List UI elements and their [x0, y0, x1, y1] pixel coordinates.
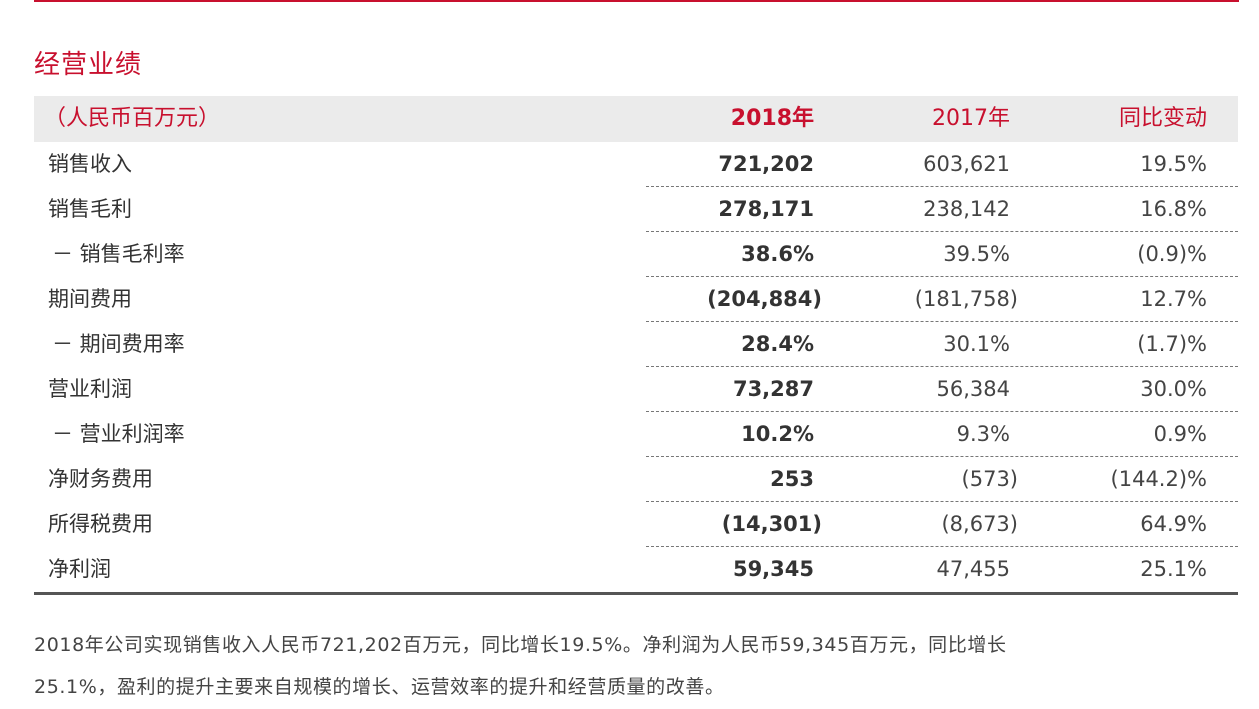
- value-2017: 56,384: [936, 377, 1010, 401]
- performance-table: （人民币百万元） 2018年 2017年 同比变动 销售收入 721,202 6…: [34, 96, 1238, 595]
- value-yoy: 64.9%: [1140, 512, 1207, 536]
- table-bottom-rule: [34, 592, 1238, 595]
- row-label: － 期间费用率: [52, 332, 185, 356]
- value-yoy: 25.1%: [1140, 557, 1207, 581]
- top-rule: [34, 0, 1239, 2]
- row-divider: [646, 411, 1238, 412]
- value-yoy: (144.2)%: [1110, 467, 1207, 491]
- row-divider: [646, 456, 1238, 457]
- row-label: 营业利润: [48, 377, 132, 401]
- table-row: 净财务费用 253 (573) (144.2)%: [34, 457, 1238, 502]
- value-2018: (14,301): [721, 512, 822, 536]
- value-2017: 603,621: [923, 152, 1010, 176]
- value-yoy: 16.8%: [1140, 197, 1207, 221]
- value-2018: 59,345: [732, 557, 814, 581]
- value-yoy: 0.9%: [1153, 422, 1207, 446]
- value-2018: 73,287: [732, 377, 814, 401]
- value-2018: 721,202: [718, 152, 814, 176]
- row-label: － 销售毛利率: [52, 242, 185, 266]
- value-2018: 10.2%: [741, 422, 814, 446]
- value-2017: 238,142: [923, 197, 1010, 221]
- summary-line-2: 25.1%，盈利的提升主要来自规模的增长、运营效率的提升和经营质量的改善。: [34, 676, 725, 698]
- value-yoy: 30.0%: [1140, 377, 1207, 401]
- value-yoy: (0.9)%: [1137, 242, 1207, 266]
- header-2018: 2018年: [730, 106, 814, 131]
- table-row: 营业利润 73,287 56,384 30.0%: [34, 367, 1238, 412]
- value-2018: 28.4%: [741, 332, 814, 356]
- table-row: 净利润 59,345 47,455 25.1%: [34, 547, 1238, 592]
- row-divider: [646, 546, 1238, 547]
- value-yoy: 19.5%: [1140, 152, 1207, 176]
- header-unit: （人民币百万元）: [44, 106, 221, 131]
- header-2017: 2017年: [932, 106, 1010, 131]
- section-title: 经营业绩: [34, 50, 143, 80]
- row-divider: [646, 186, 1238, 187]
- value-2018: 253: [770, 467, 814, 491]
- value-2017: (181,758): [914, 287, 1018, 311]
- value-2017: 30.1%: [943, 332, 1010, 356]
- header-yoy: 同比变动: [1118, 106, 1207, 131]
- table-row: 所得税费用 (14,301) (8,673) 64.9%: [34, 502, 1238, 547]
- value-2018: 38.6%: [741, 242, 814, 266]
- value-2018: (204,884): [707, 287, 822, 311]
- table-row: 期间费用 (204,884) (181,758) 12.7%: [34, 277, 1238, 322]
- row-divider: [646, 501, 1238, 502]
- row-divider: [646, 321, 1238, 322]
- table-row: － 销售毛利率 38.6% 39.5% (0.9)%: [34, 232, 1238, 277]
- table-row: － 营业利润率 10.2% 9.3% 0.9%: [34, 412, 1238, 457]
- table-row: 销售毛利 278,171 238,142 16.8%: [34, 187, 1238, 232]
- row-label: 期间费用: [48, 287, 132, 311]
- summary-paragraph: 2018年公司实现销售收入人民币721,202百万元，同比增长19.5%。净利润…: [34, 624, 1244, 708]
- value-2017: 9.3%: [956, 422, 1010, 446]
- row-divider: [646, 231, 1238, 232]
- row-label: 所得税费用: [48, 512, 153, 536]
- value-2017: 39.5%: [943, 242, 1010, 266]
- value-2018: 278,171: [718, 197, 814, 221]
- value-2017: 47,455: [936, 557, 1010, 581]
- value-2017: (573): [961, 467, 1018, 491]
- row-label: 净财务费用: [48, 467, 153, 491]
- row-label: － 营业利润率: [52, 422, 185, 446]
- value-2017: (8,673): [941, 512, 1018, 536]
- value-yoy: 12.7%: [1140, 287, 1207, 311]
- table-header: （人民币百万元） 2018年 2017年 同比变动: [34, 96, 1238, 142]
- table-row: 销售收入 721,202 603,621 19.5%: [34, 142, 1238, 187]
- value-yoy: (1.7)%: [1137, 332, 1207, 356]
- row-label: 销售毛利: [48, 197, 132, 221]
- row-label: 净利润: [48, 557, 111, 581]
- table-row: － 期间费用率 28.4% 30.1% (1.7)%: [34, 322, 1238, 367]
- summary-line-1: 2018年公司实现销售收入人民币721,202百万元，同比增长19.5%。净利润…: [34, 634, 1007, 656]
- row-divider: [646, 366, 1238, 367]
- row-label: 销售收入: [48, 152, 132, 176]
- row-divider: [646, 276, 1238, 277]
